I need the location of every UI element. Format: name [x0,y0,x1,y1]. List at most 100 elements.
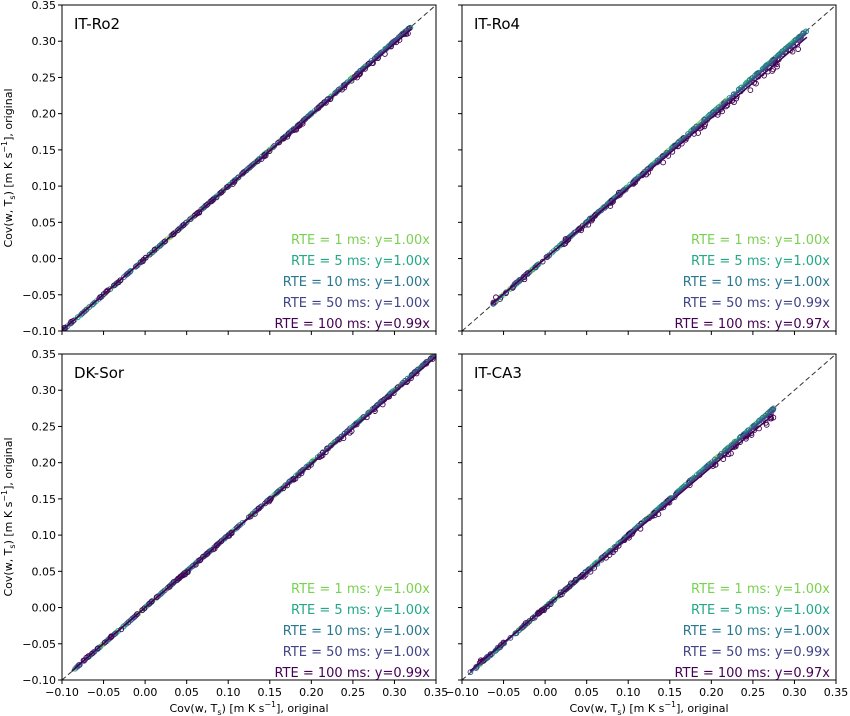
y-tick-label: 0.25 [32,420,57,433]
data-point [224,183,231,190]
data-point [204,202,210,208]
data-point [541,605,548,612]
data-point [89,301,96,308]
data-point [189,563,196,570]
data-point [112,630,119,637]
y-tick-label: 0.35 [32,348,57,361]
data-point [770,66,776,73]
legend-entry: RTE = 50 ms: y=1.00x [283,296,431,311]
y-tick-label: 0.05 [32,565,57,578]
data-point [125,619,132,626]
data-point [133,612,139,619]
x-tick-label: 0.25 [741,686,766,699]
legend-entry: RTE = 50 ms: y=0.99x [683,645,831,660]
data-point [141,605,148,612]
regression-line [62,28,412,331]
data-point [149,598,155,604]
data-point [351,74,358,80]
legend-entry: RTE = 50 ms: y=0.99x [683,296,831,311]
legend-entry: RTE = 5 ms: y=1.00x [291,603,430,618]
y-tick-label: 0.00 [32,253,57,266]
data-point [341,82,348,89]
data-point [205,549,211,556]
data-point [148,599,154,605]
data-point [134,611,140,617]
site-label: IT-CA3 [474,364,522,382]
data-point [160,239,167,246]
site-label: DK-Sor [74,364,125,382]
regression-line [469,413,775,672]
y-tick-label: 0.10 [32,180,57,193]
x-axis-title: Cov(w, Ts) [m K s−1], original [569,700,728,716]
data-point [262,500,268,507]
x-tick-label: 0.10 [616,686,641,699]
data-point [124,271,130,278]
y-axis-title: Cov(w, Ts) [m K s−1], original [0,437,17,596]
data-point [787,47,794,54]
axes-frame [461,353,837,681]
x-tick-label: 0.05 [174,686,199,699]
data-point [179,222,186,229]
axes-frame [61,4,437,332]
axes-frame [461,4,837,332]
y-tick-label: 0.30 [32,384,57,397]
data-point [218,189,225,195]
x-tick-label: −0.05 [87,686,121,699]
data-point [197,557,203,564]
data-point [146,251,153,258]
site-label: IT-Ro4 [474,15,520,33]
data-point [270,144,276,151]
y-axis-title: Cov(w, Ts) [m K s−1], original [0,88,17,247]
x-tick-label: 0.30 [782,686,807,699]
legend-entry: RTE = 10 ms: y=1.00x [683,624,831,639]
data-point [268,496,274,502]
data-point [524,620,531,626]
data-point [571,579,578,586]
data-point [107,634,114,641]
data-point [225,533,232,539]
data-point [208,198,215,205]
y-tick-label: 0.20 [32,457,57,470]
data-point [234,524,240,531]
regression-line [490,36,808,305]
legend-entry: RTE = 100 ms: y=0.97x [674,666,830,681]
data-point [566,583,573,590]
axes-frame [61,353,437,681]
data-point [117,277,124,284]
y-tick-label: 0.15 [32,144,57,157]
y-tick-label: 0.35 [32,0,57,12]
data-point [535,261,542,267]
panel-it-ca3: −0.10 −0.05 0.00 0.05 0.10 0.15 0.20 0.25 0.30 0.… [445,353,848,699]
data-point [534,262,540,269]
data-point [549,598,555,605]
data-point [190,562,197,569]
x-tick-label: 0.20 [699,686,724,699]
x-axis-title: Cov(w, Ts) [m K s−1], original [169,700,328,716]
x-tick-label: 0.20 [299,686,324,699]
y-tick-label: 0.25 [32,71,57,84]
data-point [166,583,173,590]
x-tick-label: 0.15 [658,686,683,699]
data-point [200,553,206,560]
data-point [518,625,525,631]
data-point [235,174,242,181]
data-point [660,159,666,166]
data-point [235,523,241,530]
data-point [710,109,717,116]
data-point [95,645,101,652]
data-point [180,222,187,228]
data-point [774,63,780,70]
data-point [187,216,194,223]
data-point [177,573,184,580]
data-point [176,225,183,232]
legend-entry: RTE = 10 ms: y=1.00x [283,275,431,290]
data-point [715,109,722,116]
data-point [78,311,84,318]
data-point [102,639,108,646]
y-tick-label: 0.20 [32,108,57,121]
data-point [217,190,224,197]
y-tick-label: −0.05 [22,638,56,651]
data-point [578,573,585,580]
data-point [285,131,292,138]
data-point [299,119,305,126]
